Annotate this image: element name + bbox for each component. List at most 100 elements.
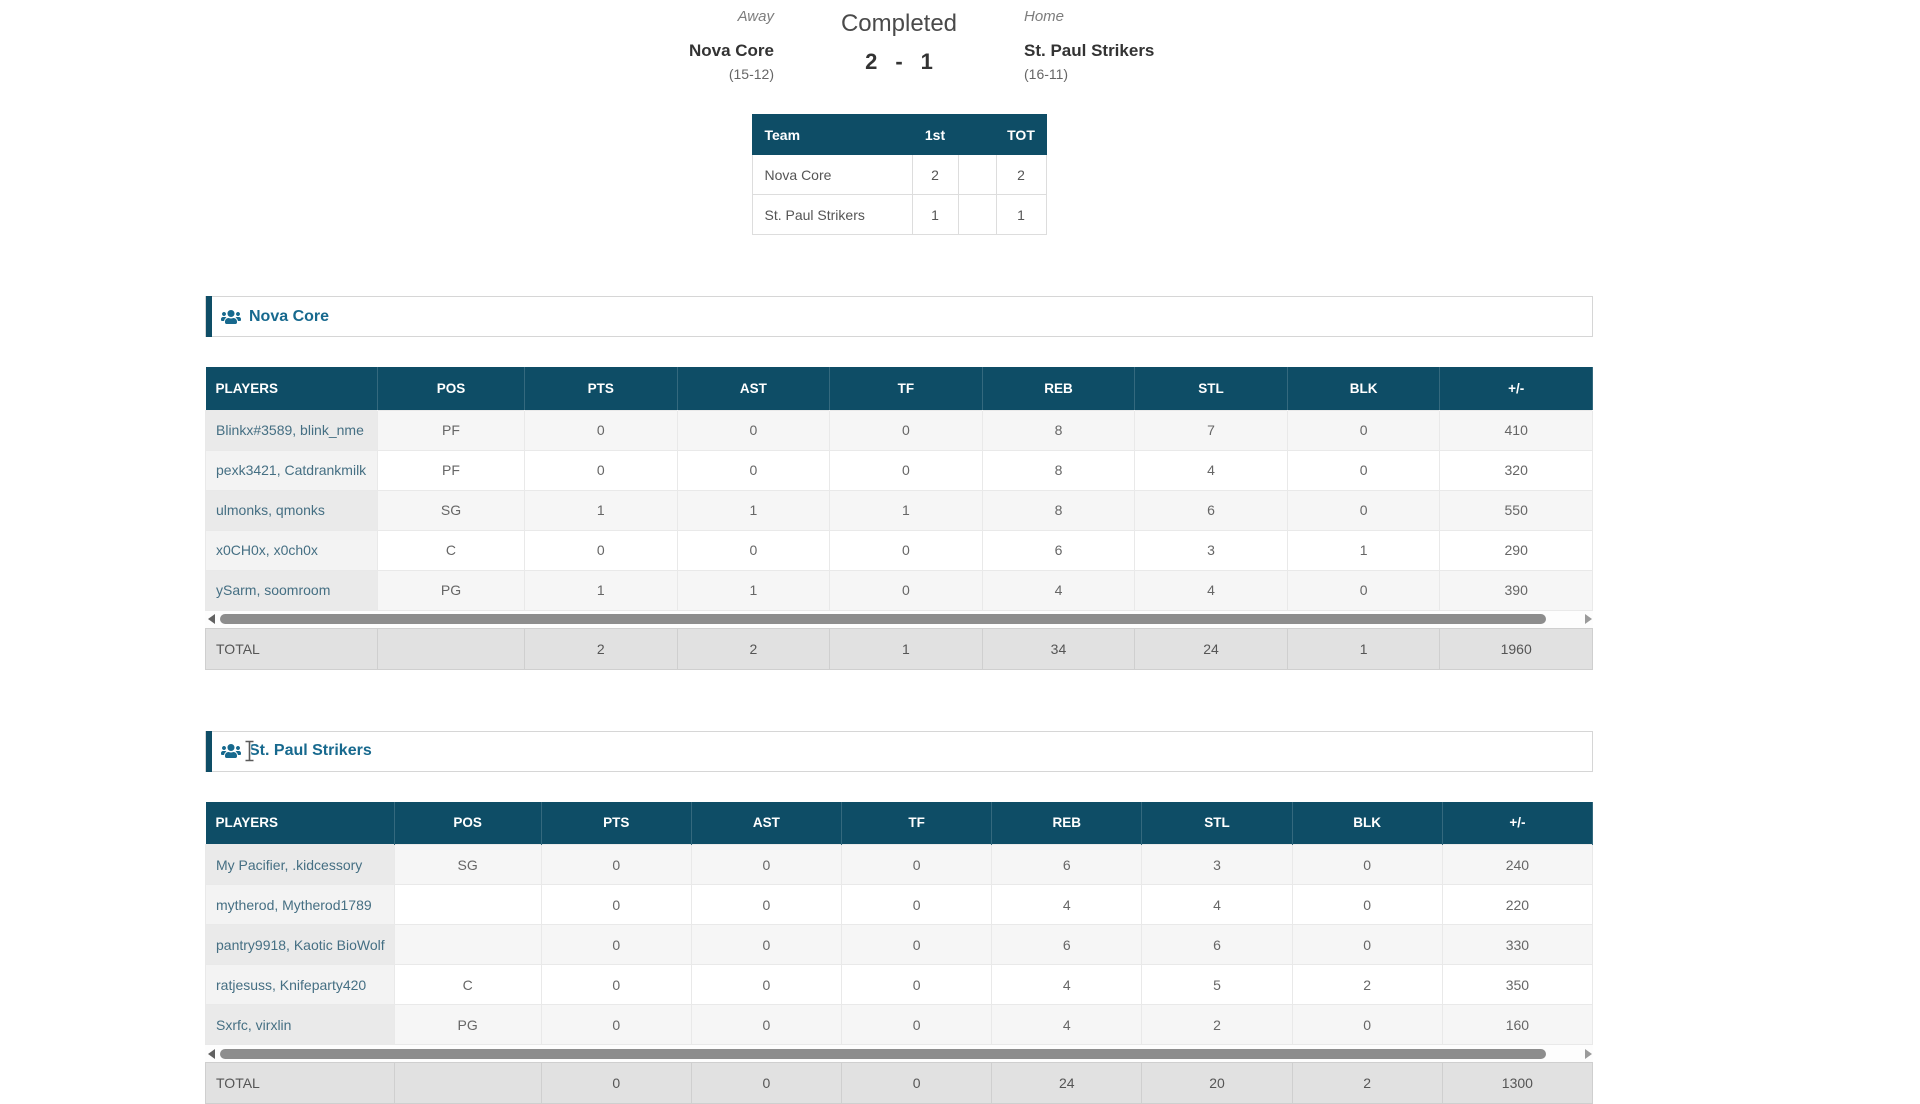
- team-section-title: Nova Core: [249, 308, 329, 326]
- stat-value: 1: [677, 570, 830, 610]
- away-team-block: Away Nova Core (15-12): [484, 6, 784, 82]
- stat-value: 6: [992, 845, 1142, 885]
- score-col-team: Team: [752, 115, 912, 155]
- player-name[interactable]: ySarm, soomroom: [206, 570, 378, 610]
- scrollbar-thumb[interactable]: [220, 1049, 1546, 1059]
- stat-value: 0: [677, 410, 830, 450]
- score-1st-value: 1: [912, 195, 958, 235]
- match-status-block: Completed 2-1: [784, 6, 1014, 82]
- player-name[interactable]: ratjesuss, Knifeparty420: [206, 965, 395, 1005]
- stat-value: SG: [394, 845, 541, 885]
- score-table-header-row: Team 1st TOT: [752, 115, 1046, 155]
- player-name[interactable]: pexk3421, Catdrankmilk: [206, 450, 378, 490]
- stat-value: 0: [1292, 845, 1442, 885]
- match-score: 2-1: [784, 49, 1014, 75]
- score-blank-cell: [958, 155, 996, 195]
- column-header: TF: [830, 367, 983, 410]
- total-value: 20: [1142, 1063, 1292, 1104]
- match-header: Away Nova Core (15-12) Completed 2-1 Hom…: [205, 0, 1593, 82]
- column-header: PLAYERS: [206, 367, 378, 410]
- stat-value: 6: [982, 530, 1135, 570]
- horizontal-scrollbar[interactable]: [205, 1045, 1593, 1062]
- stat-value: 0: [1287, 570, 1440, 610]
- away-team-name: Nova Core: [484, 41, 774, 61]
- scrollbar-thumb[interactable]: [220, 614, 1546, 624]
- player-name[interactable]: mytherod, Mytherod1789: [206, 885, 395, 925]
- total-value: 24: [1135, 628, 1288, 669]
- score-col-1st: 1st: [912, 115, 958, 155]
- column-header: BLK: [1292, 802, 1442, 845]
- home-team-name: St. Paul Strikers: [1024, 41, 1314, 61]
- column-header: STL: [1135, 367, 1288, 410]
- stat-value: 0: [525, 530, 678, 570]
- stat-value: 550: [1440, 490, 1593, 530]
- total-value: 34: [982, 628, 1135, 669]
- stat-value: 0: [525, 410, 678, 450]
- stat-value: 0: [691, 885, 841, 925]
- stat-value: 0: [541, 925, 691, 965]
- column-header: +/-: [1440, 367, 1593, 410]
- stat-value: 160: [1442, 1005, 1592, 1045]
- column-header: +/-: [1442, 802, 1592, 845]
- stat-value: 410: [1440, 410, 1593, 450]
- users-icon: [221, 309, 241, 325]
- scroll-right-arrow-icon[interactable]: [1585, 1049, 1592, 1059]
- stat-value: 4: [1135, 570, 1288, 610]
- player-name[interactable]: x0CH0x, x0ch0x: [206, 530, 378, 570]
- stat-value: 0: [541, 845, 691, 885]
- scrollbar-track[interactable]: [220, 614, 1580, 624]
- stat-value: PF: [377, 450, 524, 490]
- stat-value: 0: [541, 885, 691, 925]
- stat-value: 0: [842, 965, 992, 1005]
- total-value: 2: [677, 628, 830, 669]
- player-name[interactable]: pantry9918, Kaotic BioWolf: [206, 925, 395, 965]
- users-icon: [221, 743, 241, 759]
- score-separator: -: [895, 49, 902, 74]
- stat-value: 0: [842, 845, 992, 885]
- stat-value: 0: [830, 410, 983, 450]
- player-name[interactable]: ulmonks, qmonks: [206, 490, 378, 530]
- score-tot-value: 1: [996, 195, 1046, 235]
- column-header: REB: [992, 802, 1142, 845]
- stat-value: 4: [992, 1005, 1142, 1045]
- stat-value: 6: [992, 925, 1142, 965]
- horizontal-scrollbar[interactable]: [205, 611, 1593, 628]
- player-name[interactable]: My Pacifier, .kidcessory: [206, 845, 395, 885]
- team-section-title: St. Paul Strikers: [249, 742, 372, 760]
- scrollbar-track[interactable]: [220, 1049, 1580, 1059]
- player-name[interactable]: Blinkx#3589, blink_nme: [206, 410, 378, 450]
- score-col-blank: [958, 115, 996, 155]
- total-value: 0: [842, 1063, 992, 1104]
- player-name[interactable]: Sxrfc, virxlin: [206, 1005, 395, 1045]
- team-section-header: St. Paul Strikers: [205, 731, 1593, 772]
- column-header: BLK: [1287, 367, 1440, 410]
- score-1st-value: 2: [912, 155, 958, 195]
- stat-value: 0: [1287, 490, 1440, 530]
- score-col-tot: TOT: [996, 115, 1046, 155]
- stat-value: 0: [1292, 885, 1442, 925]
- total-value: [377, 628, 524, 669]
- stat-value: 6: [1135, 490, 1288, 530]
- stat-value: 0: [1292, 1005, 1442, 1045]
- stat-value: C: [394, 965, 541, 1005]
- scroll-right-arrow-icon[interactable]: [1585, 614, 1592, 624]
- stat-value: 1: [677, 490, 830, 530]
- scroll-left-arrow-icon[interactable]: [208, 1049, 215, 1059]
- total-value: 1: [1287, 628, 1440, 669]
- scroll-left-arrow-icon[interactable]: [208, 614, 215, 624]
- stat-value: 4: [982, 570, 1135, 610]
- column-header: PTS: [541, 802, 691, 845]
- stat-value: 8: [982, 410, 1135, 450]
- stat-value: 8: [982, 450, 1135, 490]
- stat-value: 0: [691, 845, 841, 885]
- stat-value: C: [377, 530, 524, 570]
